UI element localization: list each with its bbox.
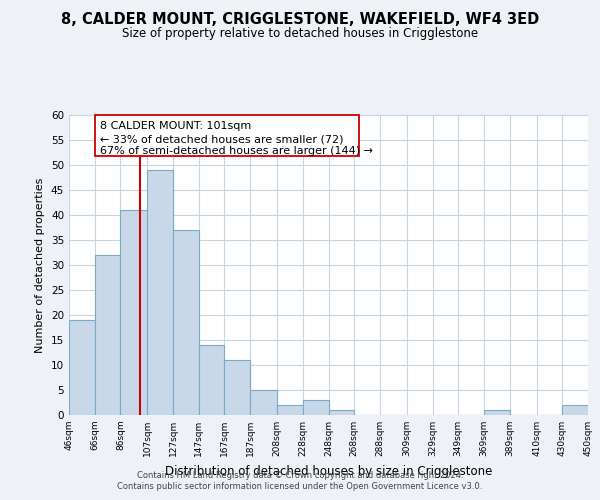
Text: Contains HM Land Registry data © Crown copyright and database right 2024.: Contains HM Land Registry data © Crown c… xyxy=(137,471,463,480)
Bar xyxy=(250,390,277,415)
Y-axis label: Number of detached properties: Number of detached properties xyxy=(35,178,46,352)
Bar xyxy=(173,230,199,415)
Bar xyxy=(484,410,509,415)
Bar xyxy=(329,410,354,415)
Bar xyxy=(121,210,148,415)
Bar xyxy=(148,170,173,415)
Bar xyxy=(303,400,329,415)
X-axis label: Distribution of detached houses by size in Crigglestone: Distribution of detached houses by size … xyxy=(165,464,492,477)
Bar xyxy=(199,345,224,415)
Text: 8 CALDER MOUNT: 101sqm: 8 CALDER MOUNT: 101sqm xyxy=(100,121,251,131)
FancyBboxPatch shape xyxy=(95,115,359,156)
Text: 8, CALDER MOUNT, CRIGGLESTONE, WAKEFIELD, WF4 3ED: 8, CALDER MOUNT, CRIGGLESTONE, WAKEFIELD… xyxy=(61,12,539,28)
Bar xyxy=(562,405,588,415)
Text: 67% of semi-detached houses are larger (144) →: 67% of semi-detached houses are larger (… xyxy=(100,146,373,156)
Bar xyxy=(69,320,95,415)
Text: Size of property relative to detached houses in Crigglestone: Size of property relative to detached ho… xyxy=(122,28,478,40)
Bar xyxy=(277,405,303,415)
Bar xyxy=(95,255,121,415)
Bar xyxy=(224,360,250,415)
Text: ← 33% of detached houses are smaller (72): ← 33% of detached houses are smaller (72… xyxy=(100,134,343,144)
Text: Contains public sector information licensed under the Open Government Licence v3: Contains public sector information licen… xyxy=(118,482,482,491)
